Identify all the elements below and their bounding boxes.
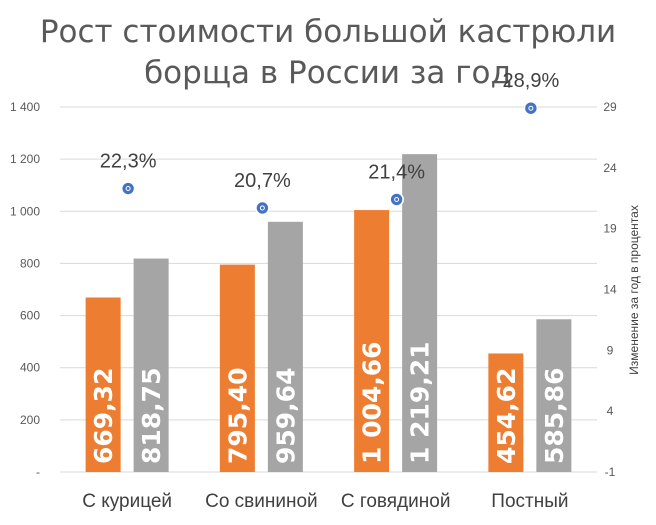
left-tick-label: 600 <box>20 309 40 323</box>
category-label: Со свининой <box>205 491 318 512</box>
right-axis-title: Изменение за год в процентах <box>627 205 641 375</box>
right-tick-label: 19 <box>603 222 617 236</box>
percent-marker-dot <box>125 186 131 192</box>
category-label: С курицей <box>82 491 172 512</box>
chart-title-line-1: Рост стоимости большой кастрюли <box>40 14 616 50</box>
category-label: Постный <box>491 491 568 512</box>
bar-value-label: 585,86 <box>540 368 569 464</box>
left-tick-label: 1 000 <box>10 204 40 218</box>
right-axis-ticks: -1 4 9 14 19 24 29 <box>603 100 617 479</box>
bar <box>488 353 524 472</box>
right-tick-label: 24 <box>603 161 617 175</box>
bar <box>219 264 255 472</box>
right-tick-label: 9 <box>607 343 614 357</box>
bar <box>402 154 438 473</box>
percent-marker-dot <box>394 196 400 202</box>
bar-value-label: 454,62 <box>492 368 521 464</box>
percent-marker <box>523 100 539 116</box>
percent-label: 21,4% <box>368 161 425 183</box>
bar-value-label: 1 004,66 <box>358 341 387 464</box>
right-tick-label: 14 <box>603 283 617 297</box>
bar-value-label: 795,40 <box>223 368 252 464</box>
percent-label: 22,3% <box>100 151 157 173</box>
bar <box>133 258 169 472</box>
percent-labels: 22,3% 20,7% 21,4% 28,9% <box>100 70 560 192</box>
bar <box>267 221 303 472</box>
category-label: С говядиной <box>341 491 451 512</box>
bar-value-label: 669,32 <box>89 368 118 464</box>
percent-marker-dot <box>528 105 534 111</box>
bar <box>536 319 572 472</box>
category-labels: С курицей Со свининой С говядиной Постный <box>82 491 568 512</box>
percent-label: 20,7% <box>234 170 291 192</box>
percent-markers <box>120 100 539 216</box>
bar-value-label: 1 219,21 <box>406 341 435 464</box>
left-tick-label: 400 <box>20 361 40 375</box>
left-tick-label: 200 <box>20 413 40 427</box>
percent-marker-dot <box>259 205 265 211</box>
percent-marker <box>255 200 270 216</box>
left-tick-label: 1 200 <box>10 152 40 166</box>
left-axis-ticks: - 200 400 600 800 1 000 1 200 1 400 <box>10 100 40 479</box>
percent-marker <box>120 181 136 196</box>
left-tick-label: 1 400 <box>10 100 40 114</box>
left-tick-label: - <box>36 465 40 479</box>
percent-marker <box>389 192 404 207</box>
bar <box>354 210 390 472</box>
right-tick-label: 4 <box>607 404 614 418</box>
percent-label: 28,9% <box>503 70 560 92</box>
bar <box>85 297 121 472</box>
bar-value-label: 818,75 <box>137 368 166 464</box>
bars <box>85 154 572 473</box>
right-tick-label: 29 <box>603 100 617 114</box>
chart-title-line-2: борща в России за год <box>144 55 512 91</box>
bar-value-labels: 669,32 818,75 795,40 959,64 1 004,66 1 219,21… <box>89 341 569 464</box>
right-tick-label: -1 <box>605 465 616 479</box>
bar-value-label: 959,64 <box>271 368 300 464</box>
left-tick-label: 800 <box>20 256 40 270</box>
